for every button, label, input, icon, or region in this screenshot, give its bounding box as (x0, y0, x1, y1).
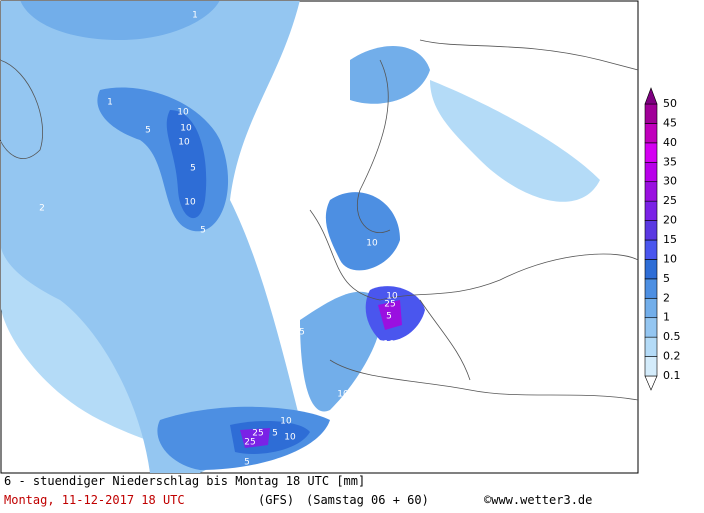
contour-label: 2 (39, 204, 45, 214)
legend-swatch (644, 336, 658, 357)
legend-label: 0.2 (663, 350, 681, 363)
legend-label: 10 (663, 252, 677, 265)
contour-label: 10 (337, 390, 349, 400)
precipitation-field (1, 1, 600, 473)
contour-label: 10 (386, 292, 398, 302)
date-label: Montag, 11-12-2017 18 UTC (4, 493, 185, 507)
legend-label: 45 (663, 116, 677, 129)
contour-label: 10 (383, 340, 395, 350)
legend-label: 20 (663, 214, 677, 227)
legend-label: 35 (663, 155, 677, 168)
contour-label: 25 (384, 300, 395, 310)
contour-label: 10 (284, 433, 296, 443)
legend-label: 30 (663, 175, 677, 188)
legend-top-arrow (644, 87, 658, 105)
map-title: 6 - stuendiger Niederschlag bis Montag 1… (4, 474, 365, 488)
contour-label: 5 (145, 126, 151, 136)
legend-swatch (644, 123, 658, 144)
legend-swatch (644, 317, 658, 338)
coastlines (0, 39, 639, 401)
legend-swatch (644, 200, 658, 221)
legend-swatch (644, 103, 658, 124)
contour-label: 10 (177, 108, 189, 118)
contour-label: 1 (192, 11, 198, 21)
contour-label: 5 (200, 226, 206, 236)
legend-label: 1 (663, 311, 670, 324)
legend-swatch (644, 356, 658, 377)
contour-label: 5 (356, 381, 362, 391)
run-label: (Samstag 06 + 60) (306, 493, 429, 507)
legend-label: 40 (663, 136, 677, 149)
contour-label: 5 (386, 312, 392, 322)
contour-label: 5 (190, 164, 196, 174)
legend-label: 5 (663, 272, 670, 285)
legend-swatch (644, 161, 658, 183)
legend-label: 15 (663, 233, 677, 246)
source-label: ©www.wetter3.de (484, 493, 592, 507)
legend-swatch (644, 278, 658, 299)
model-label: (GFS) (258, 493, 294, 507)
legend-swatch (644, 220, 658, 241)
legend-swatch (644, 142, 658, 163)
contour-label: 1 (402, 28, 408, 38)
contour-label: 10 (184, 198, 196, 208)
legend-label: 0.1 (663, 369, 681, 382)
contour-label: 5 (244, 458, 250, 468)
contour-label: 25 (244, 438, 255, 448)
legend-swatch (644, 259, 658, 280)
contour-label: 5 (272, 429, 278, 439)
contour-label: 10 (280, 417, 292, 427)
legend-label: 0.5 (663, 330, 681, 343)
contour-label: 10 (366, 239, 378, 249)
legend-bottom-arrow (644, 375, 658, 391)
legend-swatch (644, 239, 658, 260)
legend-swatch (644, 181, 658, 202)
legend-label: 50 (663, 97, 677, 110)
contour-label: 5 (299, 328, 305, 338)
contour-label: 1 (107, 98, 113, 108)
legend-label: 25 (663, 194, 677, 207)
legend-swatch (644, 297, 658, 319)
contour-label: 10 (180, 124, 192, 134)
contour-label: 10 (178, 138, 190, 148)
contour-label: 25 (252, 429, 263, 439)
legend-label: 2 (663, 291, 670, 304)
